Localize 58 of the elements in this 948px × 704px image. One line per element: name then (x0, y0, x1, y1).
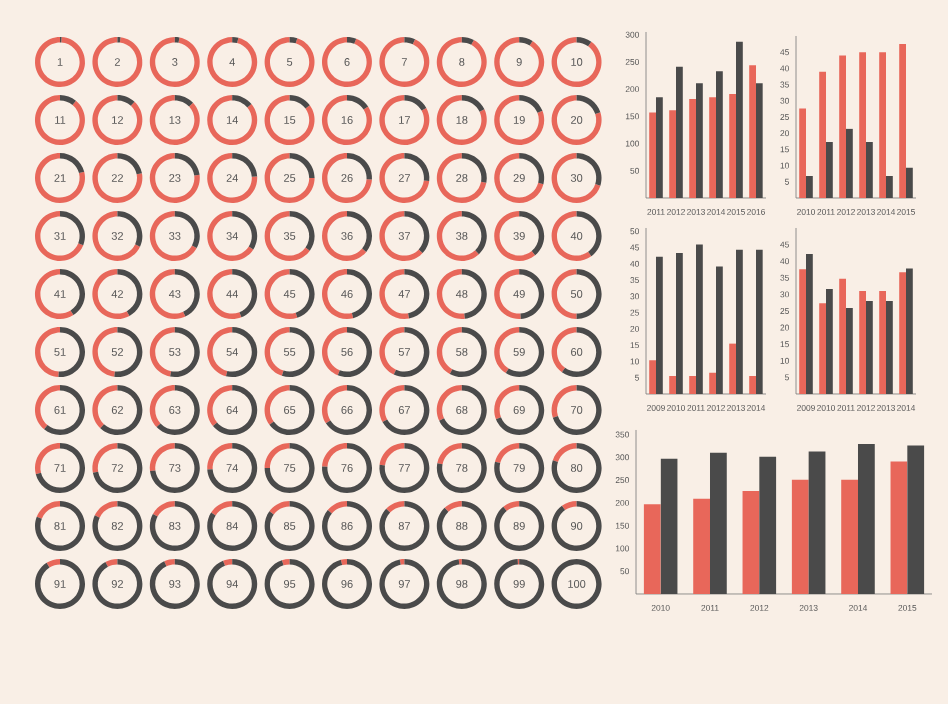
bar (806, 175, 813, 198)
bar (759, 456, 777, 594)
bar (696, 83, 703, 198)
bar (879, 291, 886, 394)
bar (649, 112, 656, 198)
bar (660, 458, 678, 594)
bar (857, 444, 875, 594)
bar (656, 97, 663, 198)
bar (890, 461, 908, 594)
bar (729, 343, 737, 394)
bar (799, 108, 806, 198)
bar (749, 376, 756, 394)
bar (709, 97, 716, 198)
bar (676, 66, 683, 198)
bar (866, 301, 873, 394)
bar (689, 98, 697, 198)
bar (649, 360, 656, 394)
bar (907, 445, 925, 594)
bar (693, 498, 710, 594)
bar (696, 244, 703, 394)
bar (826, 141, 833, 198)
bar (826, 289, 833, 394)
bar (899, 44, 906, 198)
bar (879, 52, 886, 198)
bar (841, 479, 858, 594)
bar (859, 291, 866, 394)
bar (716, 266, 723, 394)
bar (806, 253, 813, 394)
bar (710, 452, 727, 594)
bar (791, 479, 809, 594)
bar (799, 269, 806, 394)
bar (819, 303, 826, 394)
bar (906, 268, 913, 394)
bar (846, 128, 853, 198)
bar (839, 278, 846, 394)
bar (729, 94, 737, 198)
bar (676, 253, 683, 394)
bar (808, 451, 826, 594)
bar (736, 41, 743, 198)
bar (669, 110, 676, 198)
bar (899, 272, 906, 394)
bar (736, 249, 743, 394)
bar (819, 71, 826, 198)
bar (669, 376, 676, 394)
bar (859, 52, 866, 198)
bar (749, 65, 756, 198)
bar (742, 491, 760, 594)
bar (886, 301, 893, 394)
bar (709, 372, 716, 394)
bar (846, 308, 853, 394)
bar (886, 175, 893, 198)
bar (716, 71, 723, 198)
bar (839, 55, 846, 198)
bar (656, 256, 663, 394)
bar (689, 376, 697, 394)
bar (643, 504, 661, 594)
bar (866, 141, 873, 198)
bar (906, 167, 913, 198)
